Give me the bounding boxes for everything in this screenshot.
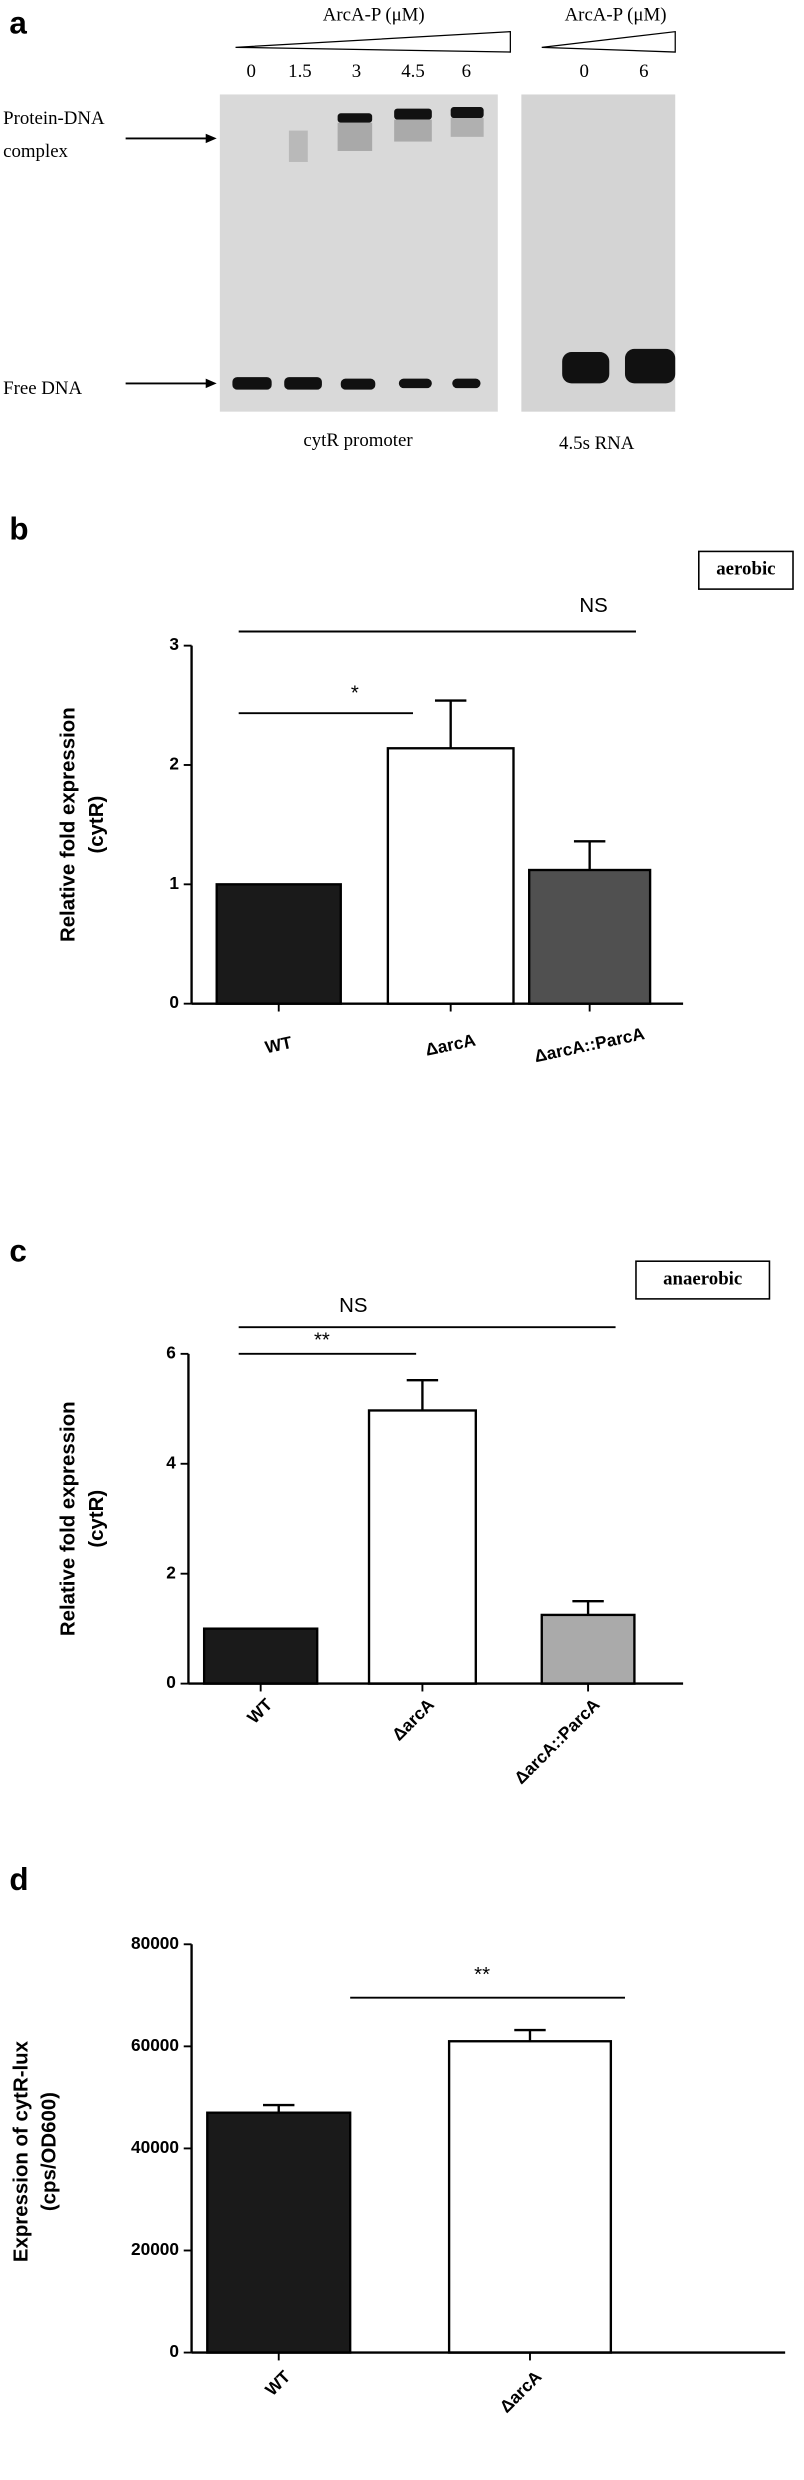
y-tick-label: 2 [166, 1562, 176, 1582]
significance-label: * [351, 683, 359, 705]
significance-label: ** [474, 1964, 490, 1986]
x-tick-label: ΔarcA [388, 1694, 438, 1744]
panel-label: b [9, 511, 28, 546]
x-tick-label: WT [263, 1032, 294, 1057]
bar [386, 747, 515, 1005]
y-axis-label: Relative fold expression [57, 1401, 79, 1636]
lane-label: 0 [579, 61, 588, 82]
y-axis-label: (cytR) [86, 796, 108, 854]
error-bar [263, 2103, 295, 2113]
y-axis-label: (cps/OD600) [39, 2092, 61, 2211]
bands [232, 107, 676, 390]
y-tick-label: 40000 [131, 2137, 179, 2157]
x-tick-label: WT [261, 2366, 294, 2399]
bar [215, 883, 342, 1005]
y-tick-label: 0 [166, 1672, 176, 1692]
panel-label: a [9, 6, 27, 41]
y-tick-label: 4 [166, 1452, 176, 1472]
lane-label: 3 [352, 61, 361, 82]
wedge [541, 30, 676, 53]
y-tick-label: 80000 [131, 1933, 179, 1953]
significance-label: NS [579, 595, 607, 617]
gel-header: ArcA-P (μM) [323, 4, 425, 25]
y-axis-label: Relative fold expression [57, 707, 79, 942]
complex-label: Protein-DNA [3, 108, 105, 129]
condition-box [635, 1260, 771, 1300]
panel-label: d [9, 1862, 28, 1897]
gel-header: ArcA-P (μM) [565, 4, 667, 25]
lane-label: 0 [247, 61, 256, 82]
x-tick-label: WT [243, 1694, 276, 1727]
y-tick-label: 0 [169, 992, 179, 1012]
free-dna-label: Free DNA [3, 378, 82, 399]
condition-label: anaerobic [663, 1268, 742, 1289]
bar-chart: d Expression of cytR-lux (cps/OD600) ** WT Δa… [9, 1862, 786, 2417]
y-axis-label: Expression of cytR-lux [10, 2040, 32, 2262]
gel-panel: a ArcA-P (μM) ArcA-P (μM) 0 1.5 3 4.5 6 … [3, 4, 676, 454]
y-tick-label: 6 [166, 1342, 176, 1362]
gel-caption: 4.5s RNA [559, 433, 635, 454]
y-tick-label: 0 [169, 2341, 179, 2361]
bar [447, 2040, 613, 2354]
x-tick-label: ΔarcA [423, 1029, 477, 1059]
bar [202, 1627, 319, 1685]
panel-label: c [9, 1234, 26, 1269]
bar [367, 1409, 477, 1685]
x-tick-label: ΔarcA::ParcA [532, 1023, 646, 1066]
complex-label: complex [3, 141, 68, 162]
condition-label: aerobic [716, 559, 775, 580]
x-tick-label: ΔarcA [495, 2366, 545, 2416]
significance-label: ** [314, 1330, 330, 1352]
error-bar [573, 840, 606, 871]
condition-box [698, 550, 794, 590]
y-tick-label: 1 [169, 873, 179, 893]
x-tick-label: ΔarcA::ParcA [510, 1694, 604, 1788]
error-bar [572, 1599, 604, 1615]
y-axis-label: (cytR) [86, 1490, 108, 1548]
bar [206, 2111, 352, 2354]
lane-label: 6 [639, 61, 648, 82]
wedge [235, 30, 511, 53]
gel-caption: cytR promoter [303, 430, 413, 451]
y-tick-label: 2 [169, 754, 179, 774]
significance-label: NS [339, 1295, 367, 1317]
bar-chart: c anaerobic Relative fold expression (cytR)… [9, 1234, 771, 1788]
bar-chart: b aerobic Relative fold expression (cytR) * N… [9, 511, 794, 1066]
y-tick-label: 60000 [131, 2035, 179, 2055]
lane-label: 6 [462, 61, 471, 82]
bar [540, 1613, 636, 1685]
error-bar [434, 699, 467, 749]
error-bar [514, 2028, 546, 2042]
y-tick-label: 20000 [131, 2239, 179, 2259]
y-tick-label: 3 [169, 634, 179, 654]
error-bar [406, 1379, 439, 1411]
lane-label: 4.5 [401, 61, 425, 82]
bar [528, 868, 652, 1005]
lane-label: 1.5 [288, 61, 312, 82]
